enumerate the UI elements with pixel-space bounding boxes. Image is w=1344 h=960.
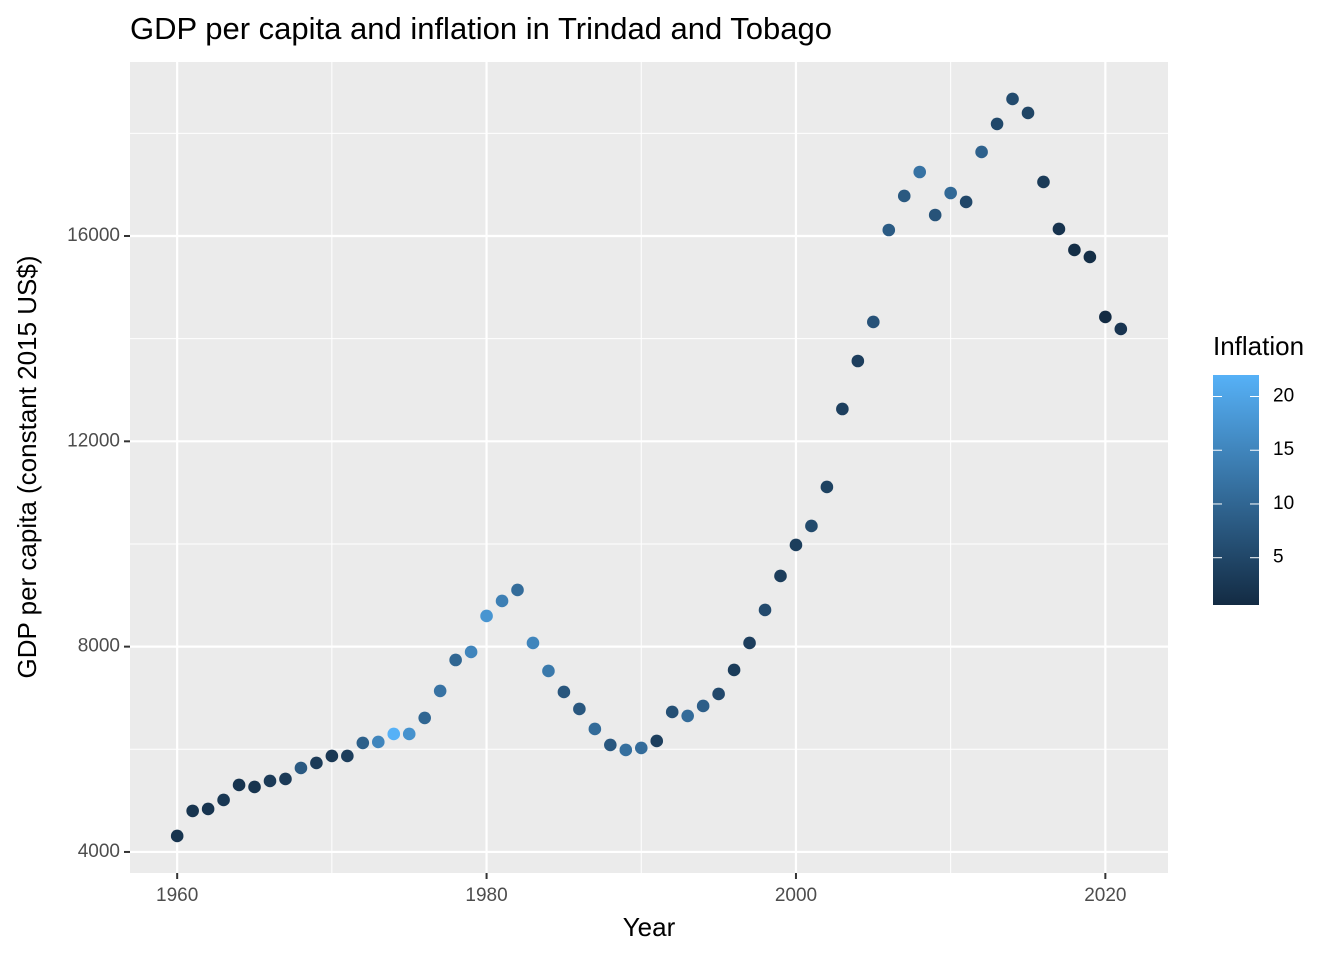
point — [371, 735, 385, 749]
point — [758, 603, 772, 617]
point — [805, 519, 818, 533]
point — [959, 195, 973, 209]
point — [526, 636, 540, 650]
point — [433, 684, 447, 698]
point — [665, 705, 679, 719]
point — [681, 709, 694, 723]
point — [170, 829, 184, 843]
point — [944, 186, 957, 200]
point — [341, 749, 354, 763]
point — [913, 165, 927, 179]
point — [511, 583, 524, 597]
point — [356, 736, 370, 750]
point — [557, 685, 571, 699]
y-axis-label: GDP per capita (constant 2015 US$) — [12, 256, 42, 679]
point — [789, 538, 803, 552]
point — [867, 315, 880, 329]
point — [1099, 310, 1112, 324]
y-tick-label: 12000 — [67, 430, 120, 451]
point — [1021, 106, 1035, 120]
point — [774, 569, 787, 583]
point — [1052, 222, 1066, 236]
point — [634, 741, 648, 755]
point — [201, 802, 215, 816]
point — [232, 778, 246, 792]
point — [836, 402, 849, 416]
point — [1037, 175, 1050, 189]
point — [542, 664, 555, 678]
panel — [130, 62, 1168, 873]
x-tick-label: 1980 — [465, 885, 507, 906]
colorbar-tick-label: 15 — [1273, 439, 1294, 460]
colorbar-tick-label: 20 — [1273, 386, 1294, 407]
point — [851, 354, 865, 368]
point — [573, 702, 586, 716]
point — [464, 645, 478, 659]
point — [727, 663, 741, 677]
point — [897, 189, 911, 203]
point — [217, 793, 230, 807]
colorbar-tick-label: 10 — [1273, 493, 1294, 514]
point — [248, 780, 261, 794]
point — [1114, 322, 1128, 336]
point — [975, 145, 988, 159]
point — [1083, 250, 1097, 264]
point — [712, 687, 725, 701]
point — [1068, 243, 1081, 257]
y-tick-label: 8000 — [78, 636, 120, 657]
point — [387, 727, 401, 741]
point — [604, 738, 617, 752]
point — [820, 480, 834, 494]
x-tick-label: 1960 — [156, 885, 198, 906]
point — [418, 711, 431, 725]
point — [650, 734, 664, 748]
colorbar — [1213, 375, 1259, 605]
legend-title: Inflation — [1213, 331, 1304, 361]
y-tick-label: 4000 — [78, 841, 120, 862]
chart-title: GDP per capita and inflation in Trindad … — [130, 11, 832, 46]
x-tick-label: 2020 — [1084, 885, 1126, 906]
point — [588, 722, 602, 736]
point — [263, 774, 277, 788]
point — [990, 117, 1004, 131]
point — [743, 636, 756, 650]
point — [279, 772, 292, 786]
colorbar-tick-label: 5 — [1273, 547, 1284, 568]
point — [1006, 92, 1019, 106]
point — [186, 804, 199, 818]
point — [402, 727, 416, 741]
point — [310, 756, 323, 770]
point — [882, 223, 896, 237]
x-axis-label: Year — [623, 912, 676, 942]
y-tick-label: 16000 — [67, 225, 120, 246]
point — [325, 749, 339, 763]
point — [449, 653, 462, 667]
point — [495, 594, 509, 608]
point — [928, 208, 942, 222]
x-tick-label: 2000 — [775, 885, 817, 906]
point — [294, 761, 308, 775]
point — [619, 743, 633, 757]
point — [480, 609, 493, 623]
point — [696, 699, 710, 713]
